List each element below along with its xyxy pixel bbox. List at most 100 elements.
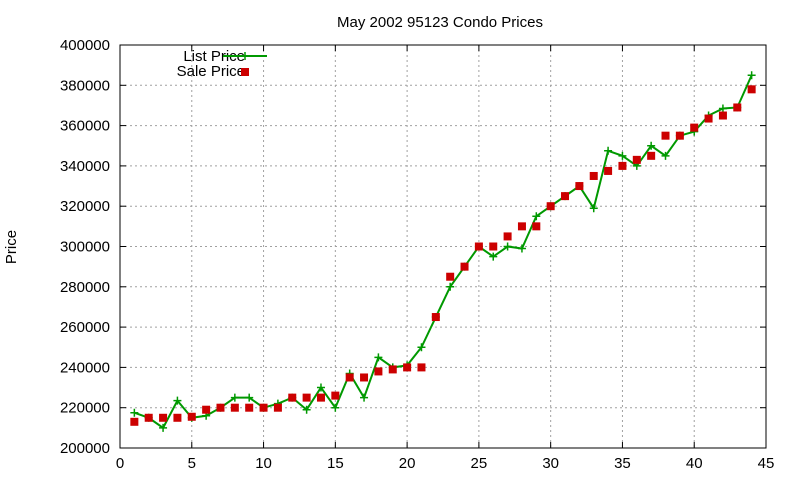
data-point-sale-price xyxy=(273,403,282,412)
data-point-list-price xyxy=(360,393,369,402)
data-point-sale-price xyxy=(374,367,383,376)
data-point-sale-price xyxy=(546,202,555,211)
data-point-sale-price xyxy=(316,393,325,402)
data-point-list-price xyxy=(446,282,455,291)
data-point-list-price xyxy=(316,383,325,392)
data-point-sale-price xyxy=(474,242,483,251)
data-point-sale-price xyxy=(417,363,426,372)
y-tick-label: 300000 xyxy=(60,239,110,256)
y-axis-label: Price xyxy=(3,230,20,264)
x-tick-label: 0 xyxy=(116,455,124,472)
y-tick-label: 320000 xyxy=(60,198,110,215)
data-point-sale-price xyxy=(647,151,656,160)
legend-marker-list-price xyxy=(241,52,249,60)
y-tick-label: 400000 xyxy=(60,37,110,54)
data-point-sale-price xyxy=(618,161,627,170)
data-point-sale-price xyxy=(718,111,727,120)
data-point-sale-price xyxy=(360,373,369,382)
data-point-list-price xyxy=(747,71,756,80)
data-point-sale-price xyxy=(345,373,354,382)
legend-label-sale-price: Sale Price xyxy=(177,63,245,80)
data-point-list-price xyxy=(130,408,139,417)
data-point-sale-price xyxy=(288,393,297,402)
data-point-sale-price xyxy=(202,405,211,414)
data-point-list-price xyxy=(374,353,383,362)
y-tick-label: 240000 xyxy=(60,359,110,376)
data-point-list-price xyxy=(159,423,168,432)
data-point-sale-price xyxy=(589,171,598,180)
series-sale-price xyxy=(130,85,756,426)
x-tick-label: 45 xyxy=(758,455,775,472)
data-point-list-price xyxy=(173,396,182,405)
legend-marker-sale-price xyxy=(241,68,249,76)
data-point-list-price xyxy=(618,151,627,160)
axis-ticks xyxy=(119,44,767,449)
y-tick-label: 360000 xyxy=(60,118,110,135)
x-tick-label: 15 xyxy=(327,455,344,472)
legend-label-list-price: List Price xyxy=(183,48,245,65)
y-axis-tick-labels: 200000 220000 240000 260000 280000 300000 3200… xyxy=(60,37,110,457)
data-point-list-price xyxy=(647,141,656,150)
data-point-sale-price xyxy=(446,272,455,281)
data-point-sale-price xyxy=(575,182,584,191)
data-point-sale-price xyxy=(173,413,182,422)
data-point-sale-price xyxy=(331,391,340,400)
data-point-sale-price xyxy=(532,222,541,231)
x-tick-label: 30 xyxy=(542,455,559,472)
x-tick-label: 25 xyxy=(471,455,488,472)
data-point-sale-price xyxy=(187,412,196,421)
data-point-sale-price xyxy=(690,123,699,132)
data-point-list-price xyxy=(661,151,670,160)
x-tick-label: 10 xyxy=(255,455,272,472)
series-list-price xyxy=(130,71,756,432)
data-point-sale-price xyxy=(431,313,440,322)
data-point-sale-price xyxy=(388,365,397,374)
data-point-sale-price xyxy=(144,413,153,422)
data-point-list-price xyxy=(331,403,340,412)
data-point-sale-price xyxy=(661,131,670,140)
data-point-list-price xyxy=(489,252,498,261)
series-line xyxy=(134,74,753,430)
data-point-sale-price xyxy=(460,262,469,271)
data-point-sale-price xyxy=(503,232,512,241)
data-point-list-price xyxy=(517,244,526,253)
data-point-sale-price xyxy=(704,114,713,123)
data-point-sale-price xyxy=(632,155,641,164)
data-point-list-price xyxy=(230,393,239,402)
data-point-sale-price xyxy=(747,85,756,94)
gridlines xyxy=(120,45,766,448)
y-tick-label: 280000 xyxy=(60,279,110,296)
data-point-list-price xyxy=(718,104,727,113)
data-point-list-price xyxy=(604,146,613,155)
y-tick-label: 260000 xyxy=(60,319,110,336)
data-point-sale-price xyxy=(733,103,742,112)
data-point-sale-price xyxy=(604,166,613,175)
x-axis-tick-labels: 0 5 10 15 20 25 30 35 40 45 xyxy=(116,455,775,472)
data-point-list-price xyxy=(245,393,254,402)
data-point-sale-price xyxy=(489,242,498,251)
data-point-list-price xyxy=(302,405,311,414)
x-tick-label: 40 xyxy=(686,455,703,472)
chart-title: May 2002 95123 Condo Prices xyxy=(337,14,543,31)
y-tick-label: 380000 xyxy=(60,77,110,94)
y-tick-label: 340000 xyxy=(60,158,110,175)
data-point-list-price xyxy=(532,212,541,221)
data-point-sale-price xyxy=(216,403,225,412)
data-point-sale-price xyxy=(159,413,168,422)
y-tick-label: 220000 xyxy=(60,400,110,417)
data-point-list-price xyxy=(417,343,426,352)
data-point-list-price xyxy=(503,242,512,251)
data-point-sale-price xyxy=(230,403,239,412)
data-point-sale-price xyxy=(245,403,254,412)
data-point-sale-price xyxy=(517,222,526,231)
data-point-sale-price xyxy=(302,393,311,402)
data-point-sale-price xyxy=(403,363,412,372)
data-point-sale-price xyxy=(130,417,139,426)
data-point-sale-price xyxy=(561,192,570,201)
data-point-list-price xyxy=(589,204,598,213)
y-tick-label: 200000 xyxy=(60,440,110,457)
data-point-sale-price xyxy=(675,131,684,140)
series-layer xyxy=(130,71,756,432)
x-tick-label: 20 xyxy=(399,455,416,472)
